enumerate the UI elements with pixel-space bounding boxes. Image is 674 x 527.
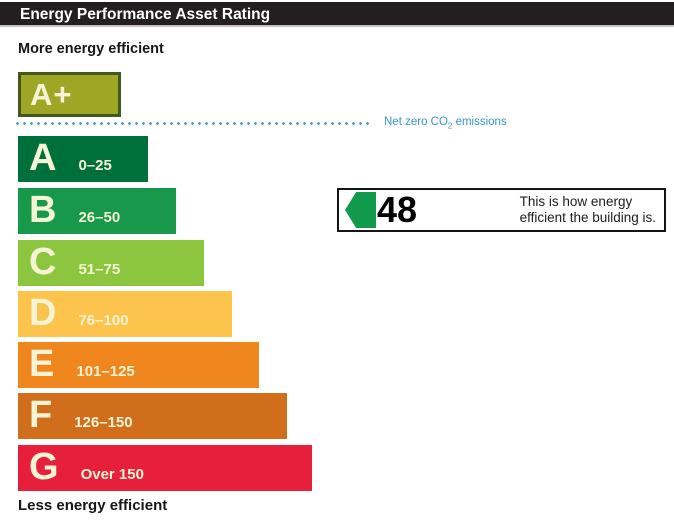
band-letter: B: [29, 189, 57, 231]
chart-title-bar: Energy Performance Asset Rating: [0, 2, 674, 27]
left-arrow-icon: [345, 192, 376, 228]
band-range: 0–25: [78, 157, 112, 174]
net-zero-label-subscript: 2: [447, 121, 453, 131]
chart-title: Energy Performance Asset Rating: [20, 6, 271, 23]
band-letter: D: [29, 292, 57, 334]
band-row-d: D 76–100: [18, 291, 232, 337]
indicator-description: This is how energy efficient the buildin…: [520, 194, 656, 226]
indicator-description-line1: This is how energy: [519, 194, 633, 209]
indicator-description-line2: efficient the building is.: [519, 210, 656, 225]
net-zero-label-prefix: Net zero CO: [384, 116, 448, 128]
band-range: 26–50: [78, 209, 121, 226]
band-row-b: B 26–50: [18, 188, 176, 234]
band-letter: A: [29, 137, 57, 179]
net-zero-label: Net zero CO2 emissions: [384, 116, 507, 130]
band-row-g: G Over 150: [18, 445, 312, 491]
band-range: 51–75: [78, 261, 121, 278]
more-energy-efficient-label: More energy efficient: [18, 41, 164, 57]
current-rating-value: 48: [377, 189, 418, 230]
less-energy-efficient-label: Less energy efficient: [18, 497, 168, 514]
band-range: 76–100: [78, 312, 129, 329]
band-letter: C: [29, 241, 57, 283]
band-row-c: C 51–75: [18, 240, 204, 286]
current-rating-indicator: 48 This is how energy efficient the buil…: [337, 188, 666, 232]
band-letter: E: [29, 343, 55, 385]
band-range: 101–125: [76, 363, 135, 380]
band-row-f: F 126–150: [18, 393, 287, 439]
band-letter: G: [29, 446, 59, 488]
net-zero-dotted-line: [14, 121, 372, 126]
band-row-e: E 101–125: [18, 342, 259, 388]
band-range: Over 150: [80, 466, 144, 483]
band-row-a: A 0–25: [18, 136, 148, 182]
band-letter: F: [29, 394, 53, 436]
net-zero-label-suffix: emissions: [452, 116, 507, 128]
band-range: 126–150: [74, 414, 133, 431]
band-row-a-plus: A+: [18, 72, 121, 117]
band-letter: A+: [30, 77, 73, 112]
